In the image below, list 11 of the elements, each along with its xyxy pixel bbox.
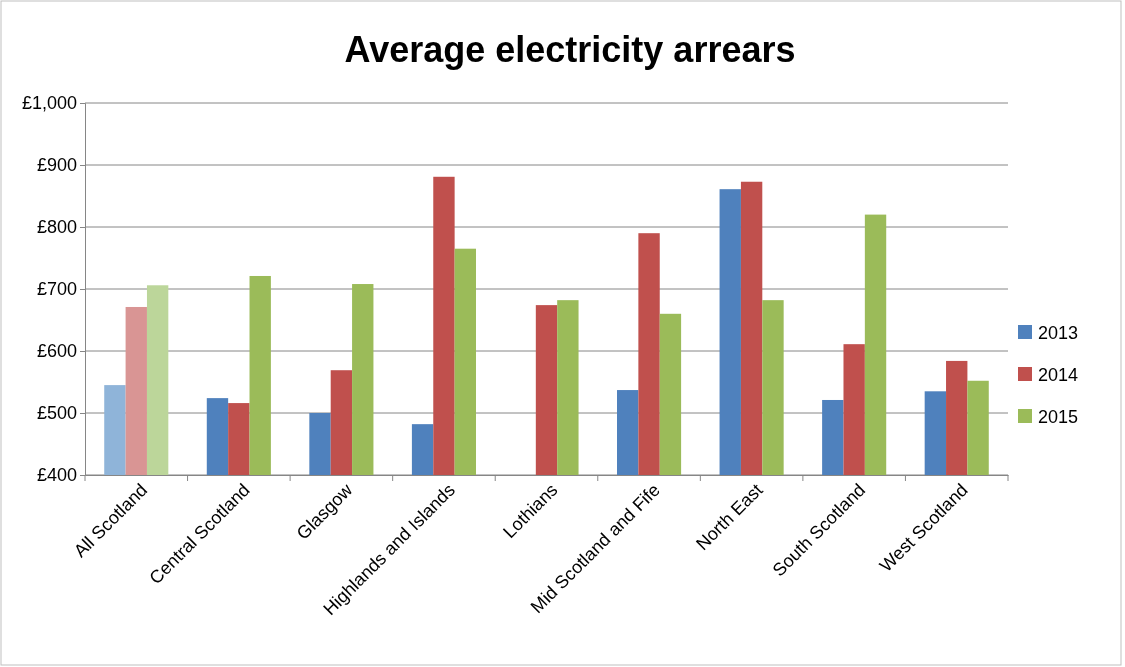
chart-title: Average electricity arrears xyxy=(344,29,796,70)
y-tick-label: £700 xyxy=(36,279,77,300)
y-tick-label: £400 xyxy=(36,465,77,486)
y-tick-label: £600 xyxy=(36,341,77,362)
legend-label: 2015 xyxy=(1038,407,1079,427)
y-tick-label: £1,000 xyxy=(21,93,77,114)
y-tick-label: £500 xyxy=(36,403,77,424)
legend-label: 2013 xyxy=(1038,323,1079,343)
legend-label: 2014 xyxy=(1038,365,1079,385)
y-tick-label: £800 xyxy=(36,217,77,238)
y-tick-label: £900 xyxy=(36,155,77,176)
